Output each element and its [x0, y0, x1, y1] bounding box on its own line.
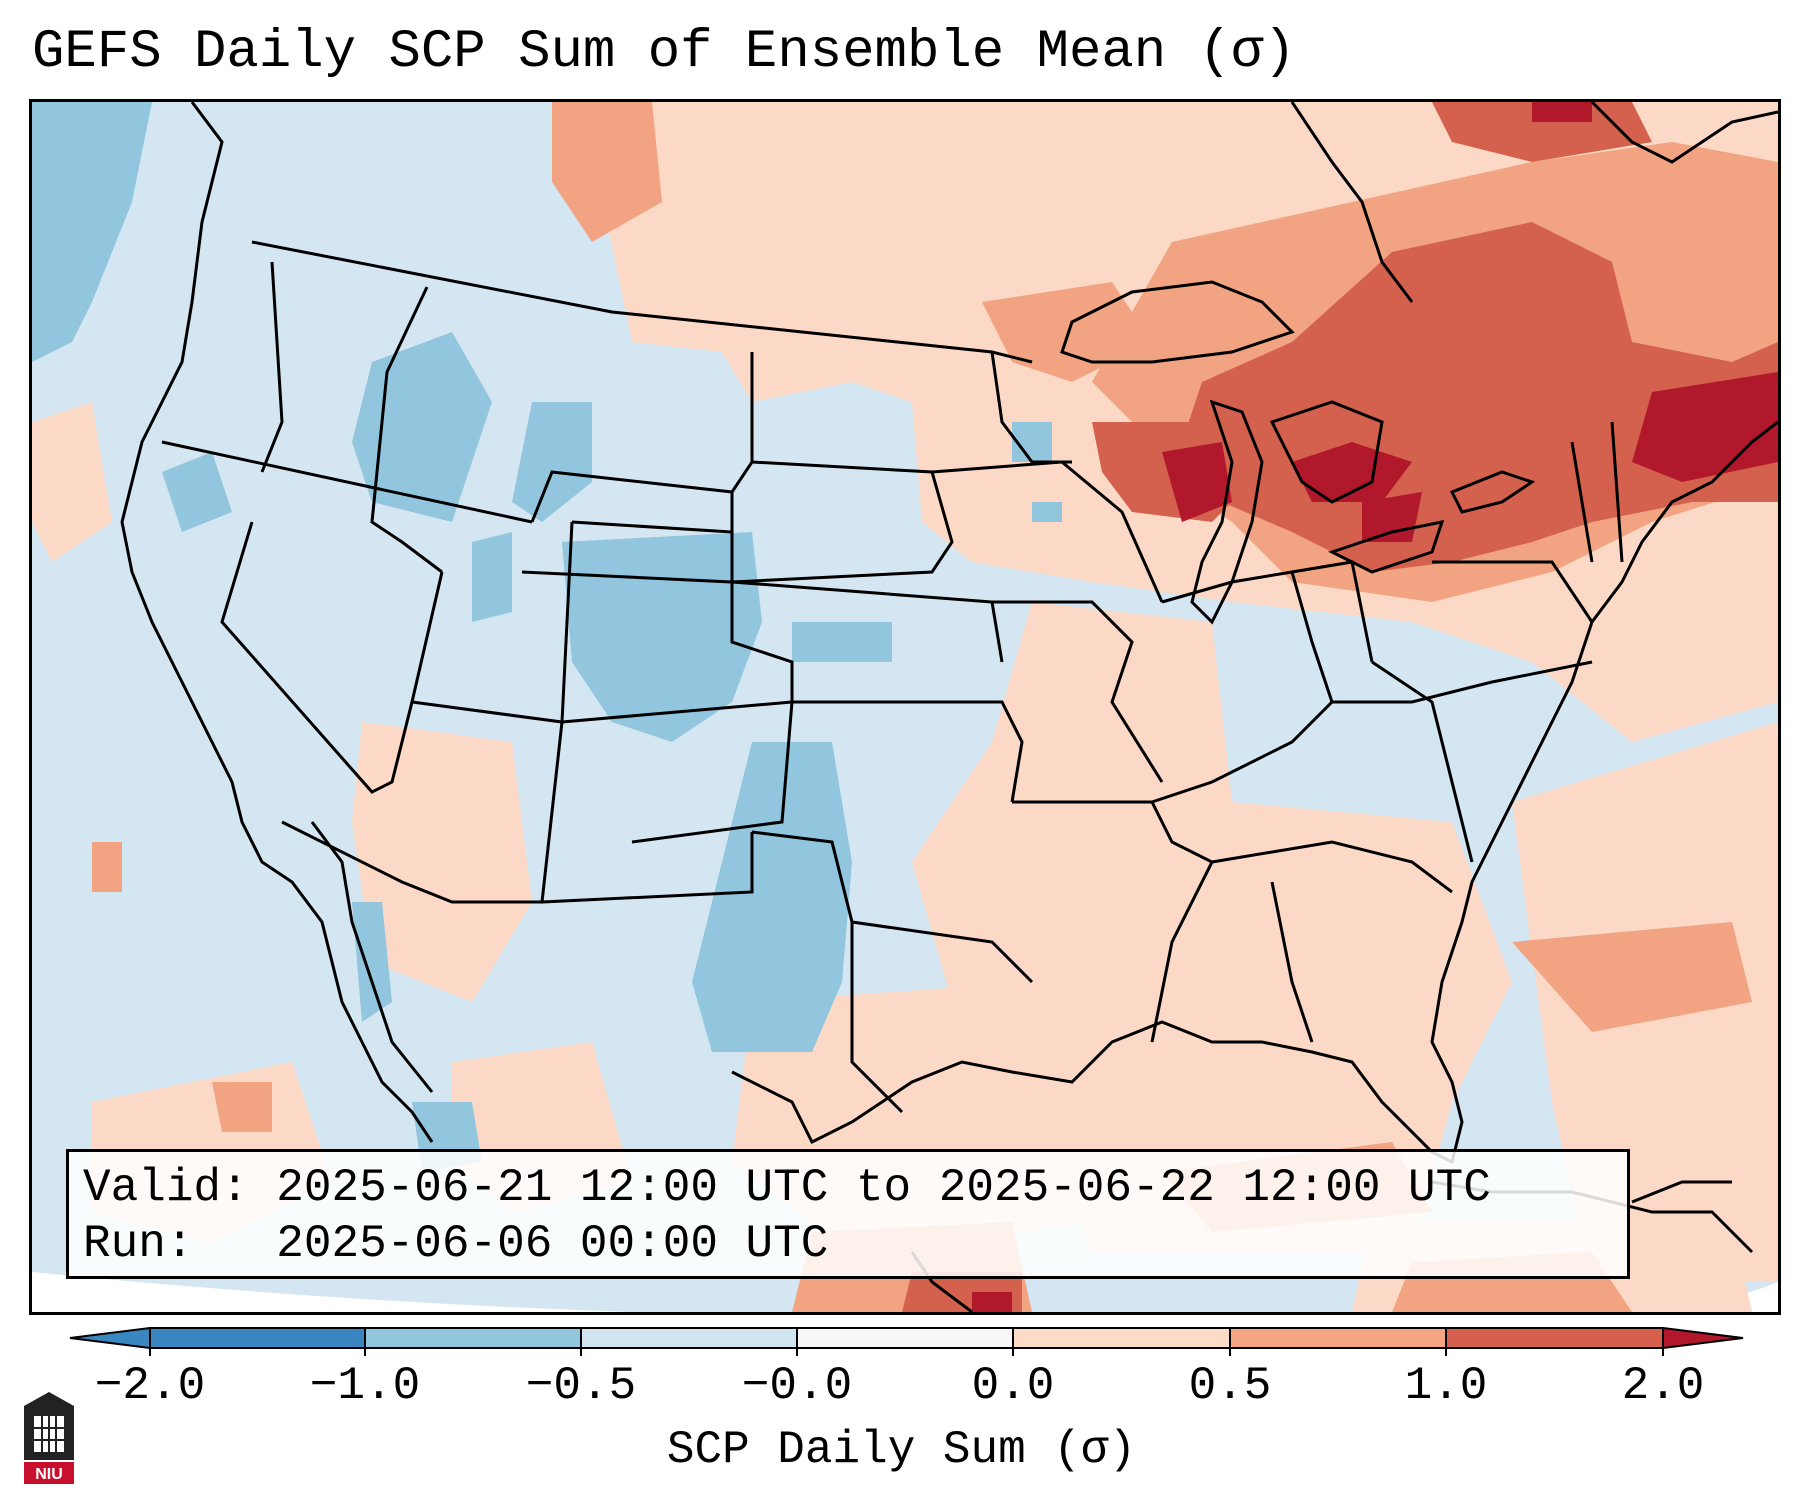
colorbar-label: SCP Daily Sum (σ) [666, 1424, 1137, 1476]
great-lakes [1060, 280, 1536, 625]
map-title: GEFS Daily SCP Sum of Ensemble Mean (σ) [32, 22, 1296, 83]
colorbar-tick: 0.5 [1188, 1360, 1272, 1412]
run-label: Run: [83, 1218, 194, 1270]
anomaly-negative [32, 102, 1062, 1172]
map-panel [29, 99, 1781, 1315]
colorbar [69, 1327, 1744, 1356]
colorbar-tick: −2.0 [94, 1360, 206, 1412]
colorbar-segment [1013, 1328, 1230, 1348]
colorbar-segment [1446, 1328, 1663, 1348]
colorbar-tick: 1.0 [1404, 1360, 1488, 1412]
colorbar-segment [150, 1328, 365, 1348]
state-borders [161, 240, 1624, 1114]
colorbar-segment [581, 1328, 797, 1348]
colorbar-tick: −0.5 [525, 1360, 637, 1412]
colorbar-segment [365, 1328, 581, 1348]
domain-edge-left [32, 1272, 632, 1312]
colorbar-segment [797, 1328, 1013, 1348]
colorbar-tick: −1.0 [309, 1360, 421, 1412]
colorbar-tick: 2.0 [1621, 1360, 1705, 1412]
colorbar-segment [1230, 1328, 1446, 1348]
colorbar-tick: 0.0 [971, 1360, 1055, 1412]
valid-value: 2025-06-21 12:00 UTC to 2025-06-22 12:00… [276, 1162, 1491, 1214]
valid-time-box: Valid: 2025-06-21 12:00 UTC to 2025-06-2… [66, 1149, 1630, 1279]
valid-label: Valid: [83, 1162, 249, 1214]
colorbar-tick: −0.0 [741, 1360, 853, 1412]
run-value: 2025-06-06 00:00 UTC [276, 1218, 829, 1270]
colorbar-extend-high [1663, 1328, 1743, 1348]
niu-logo-icon: NIU [24, 1392, 74, 1484]
svg-text:NIU: NIU [35, 1466, 63, 1483]
map-canvas [32, 102, 1778, 1312]
colorbar-extend-low [70, 1328, 150, 1348]
